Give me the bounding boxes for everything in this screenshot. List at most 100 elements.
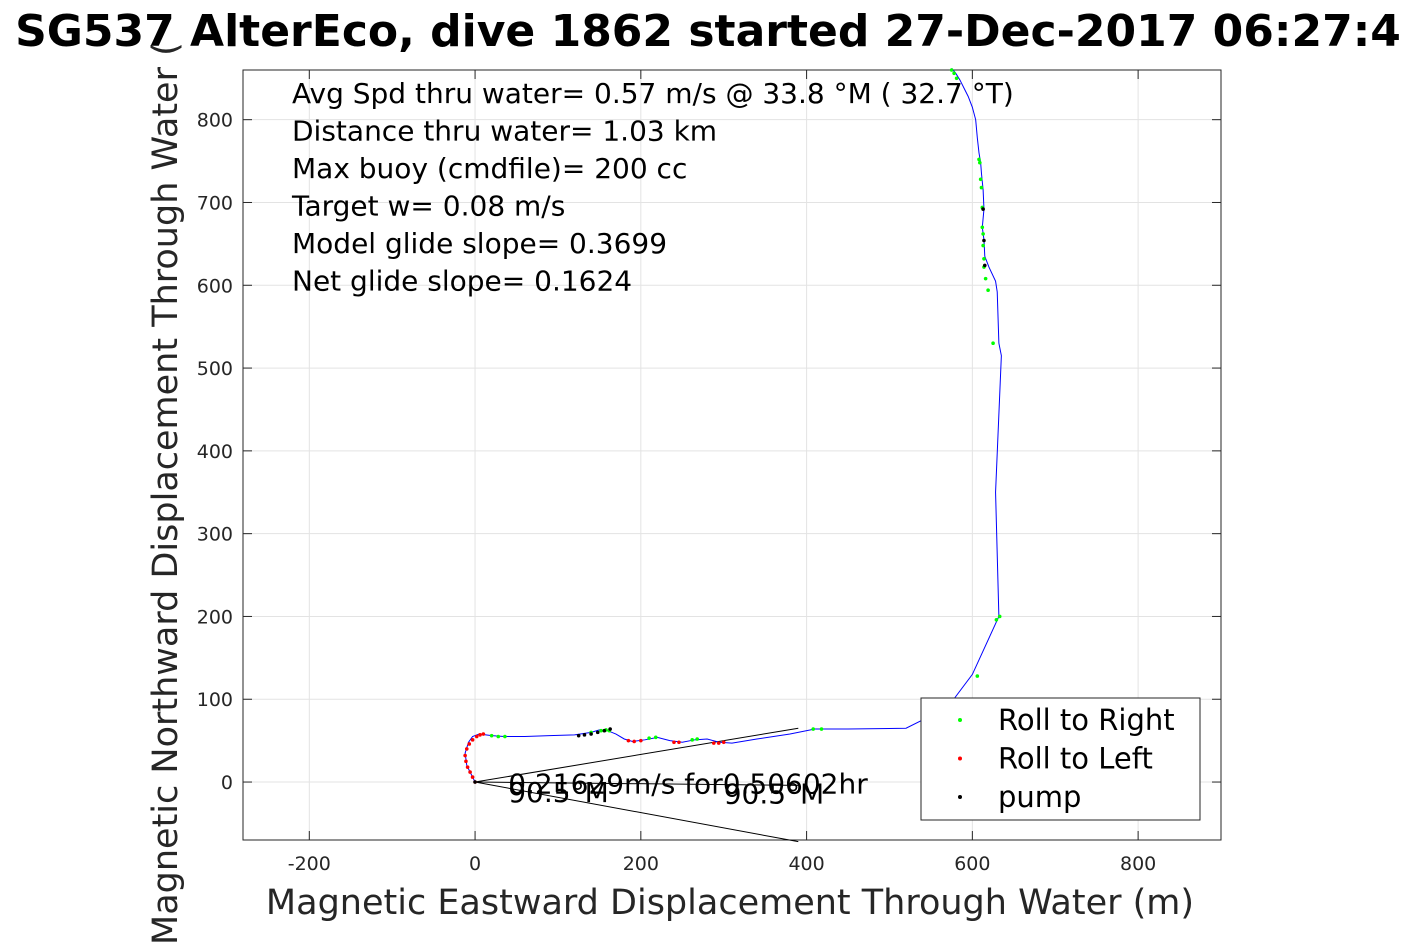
x-tick-label: 800 [1120, 853, 1156, 875]
stats-line: Distance thru water= 1.03 km [292, 115, 717, 148]
roll-to-right-point [503, 734, 507, 739]
roll-to-right-point [991, 341, 995, 346]
roll-to-right-point [978, 177, 983, 182]
roll-to-right-point [981, 243, 985, 248]
roll-to-left-point [470, 738, 475, 742]
y-tick-label: 0 [221, 772, 233, 794]
data-points [463, 68, 1002, 784]
roll-to-right-point [653, 735, 658, 740]
legend-label: pump [998, 780, 1081, 814]
current-arrow [474, 727, 799, 783]
legend-marker [958, 756, 962, 761]
roll-to-left-point [677, 740, 681, 745]
roll-to-left-point [721, 740, 726, 745]
legend-label: Roll to Right [998, 703, 1175, 737]
roll-to-right-point [978, 160, 982, 165]
annotation-label: 90.5°M [508, 776, 609, 809]
stats-line: Avg Spd thru water= 0.57 m/s @ 33.8 °M (… [292, 77, 1014, 110]
chart-title: SG537 AlterEco, dive 1862 started 27-Dec… [15, 6, 1401, 57]
pump-point [576, 733, 581, 738]
roll-to-right-point [997, 614, 1002, 619]
roll-to-right-point [983, 276, 988, 281]
y-tick-label: 600 [197, 275, 233, 297]
legend-box [920, 697, 1201, 821]
y-tick-label: 700 [197, 192, 233, 214]
x-tick-label: 0 [469, 853, 481, 875]
roll-to-right-point [986, 288, 990, 293]
roll-to-right-point [952, 71, 956, 76]
y-axis-label: Magnetic Northward Displacement Through … [146, 42, 186, 945]
pump-point [602, 728, 607, 733]
pump-point [582, 733, 587, 737]
y-tick-label: 500 [197, 358, 233, 380]
y-tick-label: 100 [197, 689, 233, 711]
roll-to-left-point [463, 753, 467, 758]
y-tick-label: 300 [197, 524, 233, 546]
current-arrow [475, 781, 799, 786]
roll-to-left-point [474, 734, 479, 739]
roll-to-right-point [819, 727, 824, 731]
pump-point [982, 238, 986, 243]
roll-to-right-point [811, 727, 816, 731]
stats-line: Max buoy (cmdfile)= 200 cc [292, 152, 687, 185]
x-tick-label: 400 [788, 853, 824, 875]
roll-to-left-point [626, 738, 631, 743]
roll-to-right-point [647, 736, 651, 740]
x-tick-label: -200 [288, 853, 331, 875]
roll-to-left-point [711, 741, 716, 745]
roll-to-right-point [980, 225, 985, 230]
roll-to-right-point [982, 256, 986, 261]
pump-point [981, 207, 985, 211]
y-tick-label: 400 [197, 441, 233, 463]
legend-label: Roll to Left [998, 742, 1153, 776]
stats-line: Model glide slope= 0.3699 [292, 227, 667, 260]
roll-to-right-point [690, 738, 695, 742]
grid-lines [243, 70, 1221, 840]
plot-area [242, 69, 1222, 841]
roll-to-left-point [639, 738, 643, 743]
pump-point [589, 732, 593, 736]
roll-to-left-point [464, 759, 468, 764]
roll-to-left-point [672, 740, 676, 745]
roll-to-right-point [981, 232, 985, 236]
roll-to-right-point [695, 737, 699, 741]
x-tick-label: 600 [954, 853, 990, 875]
roll-to-left-point [468, 770, 472, 774]
roll-to-right-point [994, 617, 999, 622]
roll-to-left-point [464, 747, 469, 751]
pump-point [608, 727, 612, 731]
stats-block: Avg Spd thru water= 0.57 m/s @ 33.8 °M (… [291, 77, 1014, 298]
annotation-label: 90.5°M [724, 778, 825, 811]
current-arrow [474, 781, 799, 843]
axis-ticks: -200 0 200 400 600 800 0 100 200 300 400 500 600 700 8… [197, 70, 1221, 875]
x-tick-label: 200 [623, 853, 659, 875]
legend: Roll to Right Roll to Left pump [920, 697, 1201, 821]
roll-to-right-point [949, 68, 954, 72]
x-axis-label: Magnetic Eastward Displacement Through W… [266, 883, 1194, 923]
legend-marker [958, 795, 962, 799]
roll-to-left-point [478, 733, 482, 737]
roll-to-left-point [481, 732, 486, 736]
pump-point [473, 780, 477, 784]
roll-to-left-point [632, 739, 636, 744]
pump-point [982, 263, 987, 268]
roll-to-right-point [979, 185, 984, 190]
roll-to-left-point [467, 742, 472, 746]
stats-line: Net glide slope= 0.1624 [292, 265, 632, 298]
roll-to-right-point [977, 157, 981, 162]
pump-point [595, 730, 600, 735]
stats-line: Target w= 0.08 m/s [291, 190, 565, 223]
legend-marker [958, 718, 962, 722]
roll-to-left-point [470, 775, 475, 779]
roll-to-right-point [954, 76, 959, 81]
roll-to-right-point [599, 728, 603, 733]
y-tick-label: 800 [197, 110, 233, 132]
roll-to-left-point [465, 765, 470, 769]
y-tick-label: 200 [197, 606, 233, 628]
annotation-label: 0.21629m/s for0.50602hr [508, 768, 868, 801]
roll-to-right-point [496, 734, 501, 739]
roll-to-right-point [975, 674, 980, 678]
roll-to-right-point [489, 733, 494, 738]
